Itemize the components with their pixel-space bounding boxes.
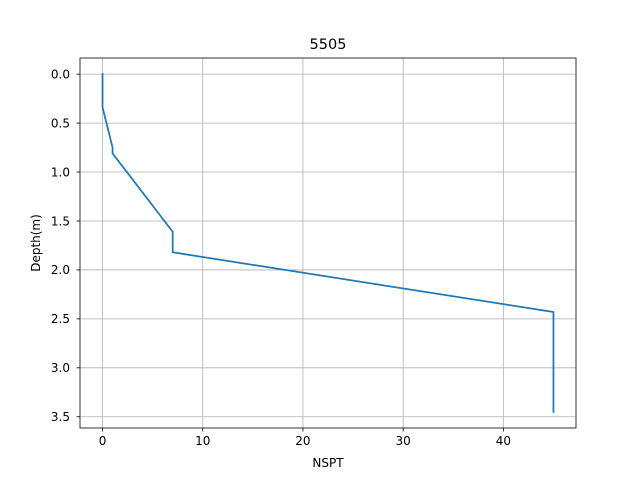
y-tick-label: 0.0 <box>51 67 70 81</box>
y-tick-label: 0.5 <box>51 116 70 130</box>
x-axis: 0 10 20 30 40 <box>99 428 511 448</box>
y-axis-title: Depth(m) <box>29 214 43 272</box>
x-tick-label: 10 <box>195 434 210 448</box>
grid <box>80 58 576 428</box>
series-line <box>101 73 555 413</box>
plot-frame <box>79 57 577 429</box>
y-tick-label: 1.0 <box>51 165 70 179</box>
y-tick-label: 1.5 <box>51 214 70 228</box>
y-tick-label: 2.5 <box>51 312 70 326</box>
y-axis: 0.0 0.5 1.0 1.5 2.0 2.5 3.0 3.5 <box>51 67 80 424</box>
y-tick-label: 3.5 <box>51 410 70 424</box>
chart-title: 5505 <box>310 37 347 53</box>
x-tick-label: 40 <box>496 434 511 448</box>
y-tick-label: 2.0 <box>51 263 70 277</box>
series-layer <box>101 73 555 413</box>
x-tick-label: 30 <box>396 434 411 448</box>
x-tick-label: 20 <box>295 434 310 448</box>
x-tick-label: 0 <box>99 434 107 448</box>
x-axis-title: NSPT <box>312 456 344 470</box>
y-tick-label: 3.0 <box>51 361 70 375</box>
